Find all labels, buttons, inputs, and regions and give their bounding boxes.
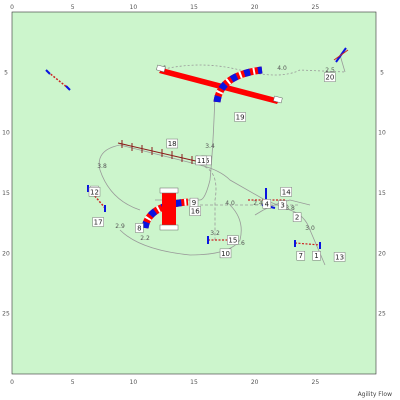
tick-bottom-20: 20 [251, 379, 259, 386]
distance-label: 2.5 [325, 67, 335, 74]
obstacle-number: 2 [295, 214, 299, 222]
tick-left-5: 5 [4, 69, 8, 76]
obstacle-number: 13 [335, 253, 344, 261]
tick-left-15: 15 [2, 190, 10, 197]
tick-left-20: 20 [2, 250, 10, 257]
obstacle-number: 15 [228, 237, 237, 245]
obstacle-label-8: 8 [135, 223, 144, 233]
table-obstacle [159, 187, 179, 231]
obstacle-number: 7 [299, 252, 303, 260]
tick-bottom-25: 25 [312, 379, 320, 386]
tunnel-lower [141, 198, 189, 229]
tick-left-10: 10 [2, 130, 10, 137]
tick-left-25: 25 [2, 311, 10, 318]
obstacle-number: 8 [137, 224, 141, 232]
obstacle-number: 16 [191, 208, 200, 216]
distance-label: 3.2 [210, 230, 220, 237]
obstacle-label-7: 7 [296, 250, 306, 261]
obstacle-number: 5 [205, 157, 209, 165]
obstacle-label-3: 3 [278, 200, 287, 210]
distance-label: 4.0 [277, 65, 287, 72]
obstacle-label-4: 4 [262, 199, 272, 209]
obstacle-number: 4 [265, 200, 270, 208]
tick-right-15: 15 [378, 190, 386, 197]
tunnel-top [213, 66, 263, 103]
distance-label: 2.9 [115, 223, 125, 230]
distance-label: 3.6 [235, 240, 245, 247]
obstacle-label-16: 16 [189, 206, 201, 216]
distance-label: 3.0 [305, 225, 315, 232]
tick-top-5: 5 [71, 4, 75, 11]
obstacle-number: 1 [314, 252, 318, 260]
distance-label: 2.4 [253, 200, 263, 207]
tick-bottom-5: 5 [71, 379, 75, 386]
ticks-right: 5 10 15 20 25 [378, 69, 386, 317]
obstacle-label-19: 19 [234, 112, 246, 122]
obstacle-number: 11 [197, 157, 206, 165]
distance-label: 3.8 [97, 163, 107, 170]
obstacle-number: 17 [94, 218, 103, 226]
distance-label: 2.2 [140, 235, 150, 242]
tick-top-0: 0 [10, 4, 14, 11]
tick-top-10: 10 [130, 4, 138, 11]
tick-top-20: 20 [251, 4, 259, 11]
obstacle-number: 12 [90, 188, 99, 196]
obstacle-number: 3 [280, 202, 284, 210]
obstacle-number-labels: 1234567891011121314151617181920 [88, 72, 346, 262]
tick-bottom-10: 10 [130, 379, 138, 386]
obstacle-label-9: 9 [189, 197, 199, 208]
tick-right-10: 10 [378, 130, 386, 137]
distance-label: 3.8 [285, 205, 295, 212]
tick-bottom-0: 0 [10, 379, 14, 386]
obstacle-label-14: 14 [280, 187, 292, 197]
obstacle-label-15: 15 [227, 235, 239, 245]
obstacle-label-13: 13 [333, 252, 346, 262]
obstacle-number: 10 [221, 250, 230, 258]
footer-label: Agility Flow [358, 391, 393, 398]
jump-top-right [333, 47, 349, 63]
weave-poles [117, 140, 201, 164]
distance-label: 3.4 [205, 143, 215, 150]
obstacle-label-12: 12 [88, 187, 101, 197]
distance-label: 4.0 [225, 200, 235, 207]
obstacle-label-1: 1 [312, 250, 321, 261]
obstacle-number: 14 [282, 188, 291, 196]
obstacle-number: 18 [168, 140, 177, 148]
tick-top-15: 15 [190, 4, 198, 11]
jump-top-left [45, 69, 71, 91]
obstacle-number: 20 [325, 74, 334, 82]
tick-right-20: 20 [378, 250, 386, 257]
tick-right-5: 5 [380, 69, 384, 76]
course-field [11, 11, 377, 375]
obstacle-label-18: 18 [166, 138, 178, 149]
obstacle-label-10: 10 [219, 248, 232, 259]
obstacle-number: 19 [236, 113, 245, 121]
obstacle-number: 9 [192, 199, 196, 207]
tick-right-25: 25 [378, 311, 386, 318]
ticks-left: 5 10 15 20 25 [2, 69, 10, 317]
obstacle-label-2: 2 [292, 212, 302, 222]
obstacle-label-11: 11 [195, 155, 208, 166]
obstacle-label-20: 20 [324, 72, 336, 82]
tick-bottom-15: 15 [190, 379, 198, 386]
tick-top-25: 25 [312, 4, 320, 11]
ticks-top: 0 5 10 15 20 25 [10, 4, 319, 11]
jump-right [294, 240, 321, 249]
obstacle-label-17: 17 [92, 217, 104, 227]
ticks-bottom: 0 5 10 15 20 25 [10, 379, 319, 386]
